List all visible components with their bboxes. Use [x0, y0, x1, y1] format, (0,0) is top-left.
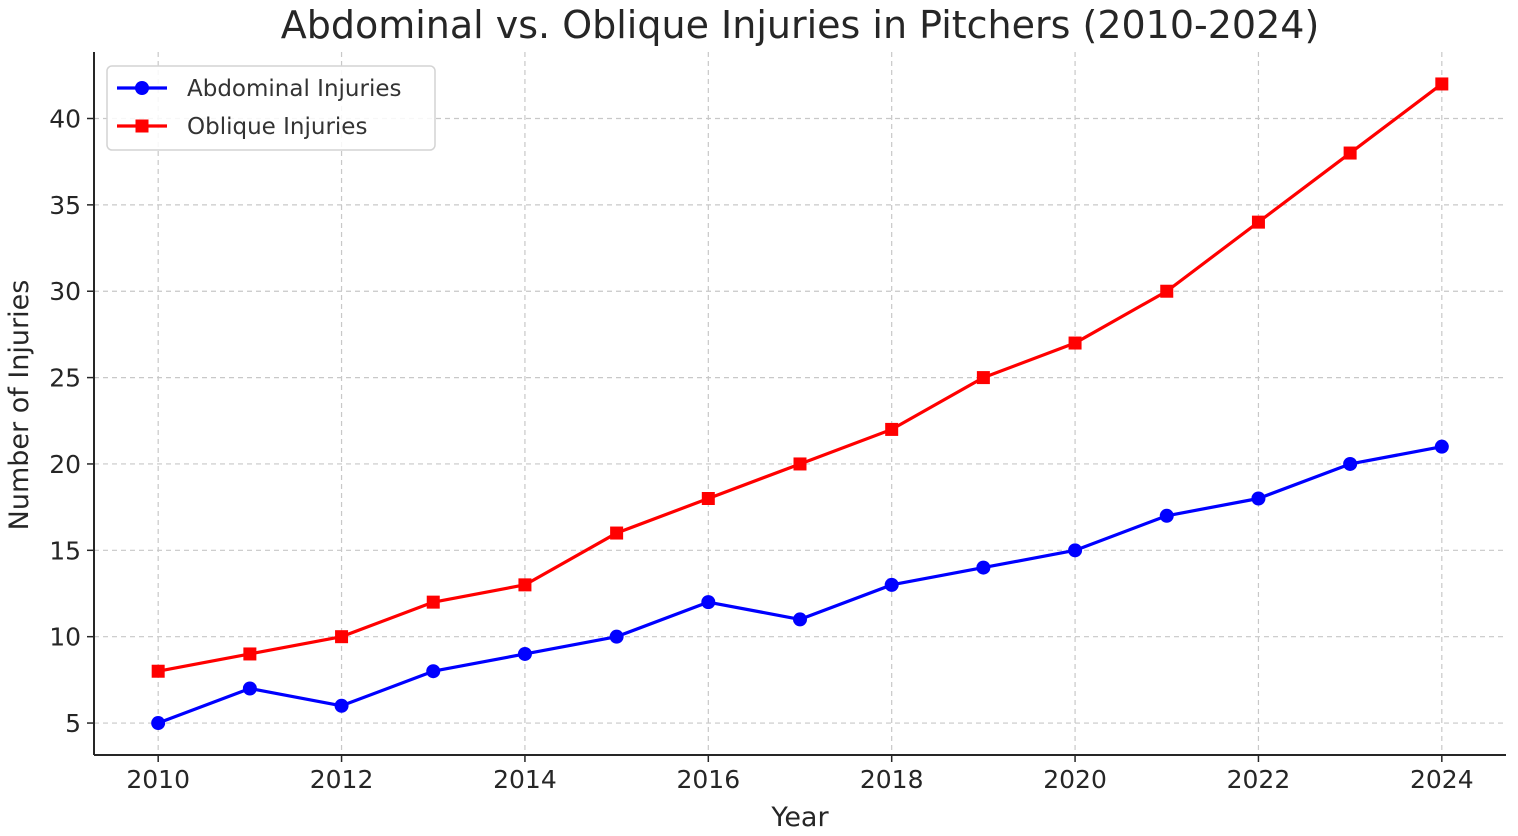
- y-tick-label: 20: [49, 450, 81, 479]
- legend-item: Abdominal Injuries: [117, 76, 401, 102]
- data-point: [1160, 284, 1174, 298]
- data-point: [1343, 456, 1358, 471]
- data-point: [243, 647, 257, 661]
- legend-marker: [135, 81, 149, 95]
- x-tick-label: 2016: [676, 765, 740, 794]
- series-1: [151, 439, 1449, 731]
- data-point: [518, 578, 532, 592]
- y-axis-label: Number of Injuries: [4, 280, 35, 531]
- y-tick-label: 5: [65, 709, 81, 738]
- data-point: [1343, 146, 1357, 160]
- x-tick-label: 2010: [126, 765, 190, 794]
- data-point: [884, 577, 899, 592]
- y-tick-label: 10: [49, 623, 81, 652]
- x-tick-label: 2022: [1227, 765, 1291, 794]
- x-axis-label: Year: [770, 802, 829, 833]
- data-point: [335, 630, 349, 644]
- data-point: [1435, 77, 1449, 91]
- x-tick-label: 2014: [493, 765, 557, 794]
- y-tick-label: 15: [49, 536, 81, 565]
- series-2: [151, 77, 1449, 678]
- data-point: [1251, 215, 1265, 229]
- legend-marker: [135, 119, 149, 133]
- x-tick-label: 2012: [310, 765, 374, 794]
- data-point: [151, 664, 165, 678]
- data-point: [610, 526, 624, 540]
- x-tick-label: 2020: [1043, 765, 1107, 794]
- data-point: [517, 646, 532, 661]
- data-point: [1434, 439, 1449, 454]
- y-tick-label: 30: [49, 277, 81, 306]
- data-point: [426, 595, 440, 609]
- data-point: [1159, 508, 1174, 523]
- data-point: [793, 457, 807, 471]
- data-point: [151, 716, 166, 731]
- legend-box: [106, 65, 436, 151]
- data-point: [976, 371, 990, 385]
- legend-item: Oblique Injuries: [117, 114, 367, 140]
- axes: 2010 2012 2014 2016 2018 2020 2022 2024 5 10 15 20 2…: [49, 52, 1506, 794]
- y-tick-label: 25: [49, 364, 81, 393]
- data-point: [609, 629, 624, 644]
- data-point: [1251, 491, 1266, 506]
- chart-title: Abdominal vs. Oblique Injuries in Pitche…: [281, 3, 1320, 47]
- data-point: [1068, 336, 1082, 350]
- data-point: [793, 612, 807, 627]
- data-point: [885, 422, 899, 436]
- series-line: [156, 445, 1444, 725]
- y-tick-label: 35: [49, 191, 81, 220]
- data-point: [242, 681, 257, 696]
- grid: [94, 52, 1506, 755]
- data-point: [426, 664, 441, 679]
- series-layer: [151, 77, 1449, 731]
- data-point: [334, 698, 349, 713]
- data-point: [701, 595, 716, 610]
- data-point: [701, 492, 715, 505]
- data-point: [1068, 543, 1083, 558]
- legend-label: Abdominal Injuries: [187, 76, 401, 102]
- y-tick-label: 40: [49, 105, 81, 134]
- x-tick-label: 2018: [860, 765, 924, 794]
- legend-label: Oblique Injuries: [187, 114, 367, 140]
- legend: Abdominal Injuries Oblique Injuries: [106, 65, 436, 151]
- data-point: [976, 560, 991, 575]
- x-tick-label: 2024: [1410, 765, 1474, 794]
